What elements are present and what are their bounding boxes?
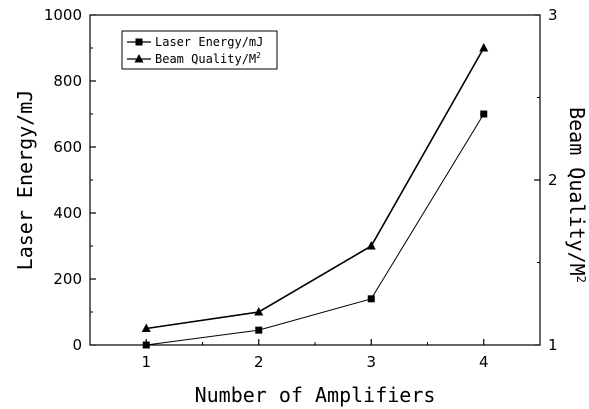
legend-label-laser-energy: Laser Energy/mJ (155, 35, 263, 49)
legend-label-sup: 2 (256, 51, 261, 60)
y-right-tick-label: 1 (548, 336, 558, 354)
y-left-tick-label: 1000 (44, 6, 82, 24)
laser-energy-point (480, 110, 488, 118)
laser-energy-point (142, 341, 150, 349)
beam-quality-line (146, 47, 485, 330)
y-left-tick-label: 600 (53, 138, 82, 156)
y-axis-right-title: Beam Quality/M2 (565, 107, 589, 283)
x-tick-label: 3 (366, 353, 376, 371)
x-tick-label: 2 (254, 353, 264, 371)
y-axis-right-title-main: Beam Quality/M (565, 107, 589, 276)
laser-energy-line (146, 113, 485, 346)
y-left-tick-label: 0 (72, 336, 82, 354)
legend: Laser Energy/mJ Beam Quality/M2 (121, 30, 278, 70)
y-left-tick-label: 800 (53, 72, 82, 90)
beam-quality-point (479, 43, 489, 52)
beam-quality-point (366, 241, 376, 250)
legend-marker-laser-energy (135, 38, 143, 46)
y-right-tick-label: 3 (548, 6, 558, 24)
y-axis-right-title-sup: 2 (574, 276, 588, 283)
laser-energy-point (255, 326, 263, 334)
legend-label-beam-quality: Beam Quality/M2 (155, 51, 261, 66)
beam-quality-point (141, 323, 151, 332)
x-axis-title: Number of Amplifiers (195, 383, 436, 407)
y-left-tick-label: 200 (53, 270, 82, 288)
laser-energy-point (367, 295, 375, 303)
ticks-group: 1 2 3 4 0 200 400 600 800 1000 1 2 3 (44, 6, 558, 371)
series-group (141, 43, 489, 349)
y-right-tick-label: 2 (548, 171, 558, 189)
beam-quality-point (254, 307, 264, 316)
x-tick-label: 4 (479, 353, 489, 371)
y-axis-left-title: Laser Energy/mJ (13, 90, 37, 271)
legend-marker-beam-quality (134, 54, 144, 63)
y-left-tick-label: 400 (53, 204, 82, 222)
legend-box (121, 30, 278, 70)
x-tick-label: 1 (141, 353, 151, 371)
